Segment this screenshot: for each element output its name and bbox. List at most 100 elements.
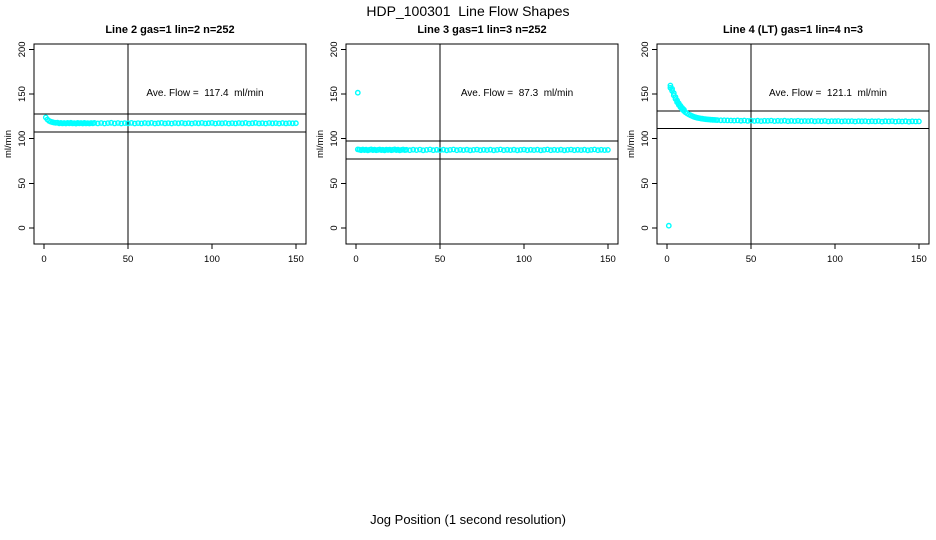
y-axis-label: ml/min (315, 130, 326, 158)
data-point (899, 118, 905, 125)
data-point (450, 146, 457, 153)
y-tick-label: 200 (640, 41, 651, 57)
plot-area: 0 50 100 150 0 50 100 150 200 ml/min (315, 41, 619, 265)
x-tick-label: 150 (911, 254, 927, 265)
data-point (805, 118, 812, 125)
data-point (721, 117, 728, 124)
data-point (902, 118, 909, 125)
data-point (717, 117, 724, 124)
x-tick-label: 50 (435, 254, 446, 265)
plot-box (656, 43, 930, 245)
x-tick-label: 0 (41, 254, 46, 265)
data-point (868, 118, 875, 125)
data-point (437, 147, 443, 154)
y-tick-label: 50 (329, 178, 340, 189)
data-point (259, 120, 266, 127)
data-point (276, 120, 282, 127)
data-point (145, 120, 152, 127)
data-point (557, 146, 564, 153)
data-point (909, 118, 916, 125)
data-point (915, 118, 922, 125)
data-point (198, 120, 205, 126)
plot-area: 0 50 100 150 0 50 100 150 200 ml/min (3, 41, 307, 265)
data-point (195, 120, 202, 127)
data-point (774, 117, 781, 124)
data-point (895, 118, 902, 125)
data-point (279, 120, 286, 126)
data-point (188, 120, 195, 127)
data-point (604, 147, 611, 153)
data-point (289, 120, 296, 127)
data-point (115, 120, 121, 126)
data-point (601, 147, 608, 154)
data-point (105, 120, 111, 127)
data-point (500, 147, 507, 154)
data-point (460, 147, 467, 154)
data-point (269, 120, 276, 127)
y-axis-label: ml/min (3, 130, 14, 158)
x-tick-label: 50 (123, 254, 134, 265)
data-point (252, 120, 259, 126)
y-tick-label: 50 (640, 178, 651, 189)
y-tick-label: 100 (640, 131, 651, 147)
data-point (354, 89, 361, 96)
data-point (417, 146, 423, 153)
data-point (778, 118, 785, 124)
data-point (798, 118, 805, 125)
data-point (517, 147, 524, 153)
data-point (531, 147, 537, 154)
x-tick-label: 100 (204, 254, 220, 265)
subplot-line-3: 0 50 100 150 0 50 100 150 200 ml/min Line 3 gas=1… (313, 22, 619, 302)
data-point (413, 147, 420, 154)
data-point (192, 120, 199, 126)
data-point (738, 117, 744, 124)
data-point (128, 120, 135, 126)
data-point (889, 118, 895, 125)
data-point (781, 117, 788, 124)
x-tick-label: 150 (288, 254, 304, 265)
y-axis-label: ml/min (626, 130, 637, 158)
data-point (108, 119, 115, 126)
y-tick-label: 150 (17, 86, 28, 102)
data-points (354, 89, 611, 154)
data-point (842, 118, 848, 125)
data-point (835, 118, 842, 124)
data-point (494, 147, 501, 153)
data-point (594, 147, 601, 154)
data-point (510, 146, 517, 153)
data-point (467, 147, 474, 154)
data-point (828, 118, 835, 125)
subplot-line-4: 0 50 100 150 0 50 100 150 200 ml/min Line 4 (LT) … (624, 22, 930, 302)
data-point (487, 146, 494, 153)
data-point (155, 120, 162, 127)
y-tick-label: 200 (17, 41, 28, 57)
data-point (728, 117, 734, 124)
x-tick-label: 100 (827, 254, 843, 265)
data-point (262, 120, 269, 127)
data-point (474, 146, 480, 153)
data-point (430, 147, 437, 154)
data-point (222, 120, 229, 126)
data-point (521, 146, 527, 153)
data-point (266, 120, 272, 126)
subplot-title: Line 3 gas=1 lin=3 n=252 (417, 24, 547, 36)
data-point (768, 117, 775, 124)
subplot-line-2: 0 50 100 150 0 50 100 150 200 ml/min Line 2 gas=1… (1, 22, 307, 302)
x-tick-label: 0 (664, 254, 669, 265)
data-point (282, 120, 289, 127)
x-axis: 0 50 100 150 (41, 244, 304, 265)
data-point (885, 118, 892, 125)
ave-flow-annotation: Ave. Flow = 117.4 ml/min (146, 88, 264, 99)
data-point (427, 146, 433, 153)
data-point (665, 222, 672, 229)
data-points (665, 82, 922, 229)
data-point (838, 118, 845, 125)
data-point (744, 118, 751, 124)
data-point (111, 120, 118, 127)
data-point (121, 120, 128, 127)
data-point (101, 120, 108, 127)
y-tick-label: 200 (329, 41, 340, 57)
data-point (131, 120, 138, 127)
data-point (731, 117, 738, 124)
x-tick-label: 50 (746, 254, 757, 265)
